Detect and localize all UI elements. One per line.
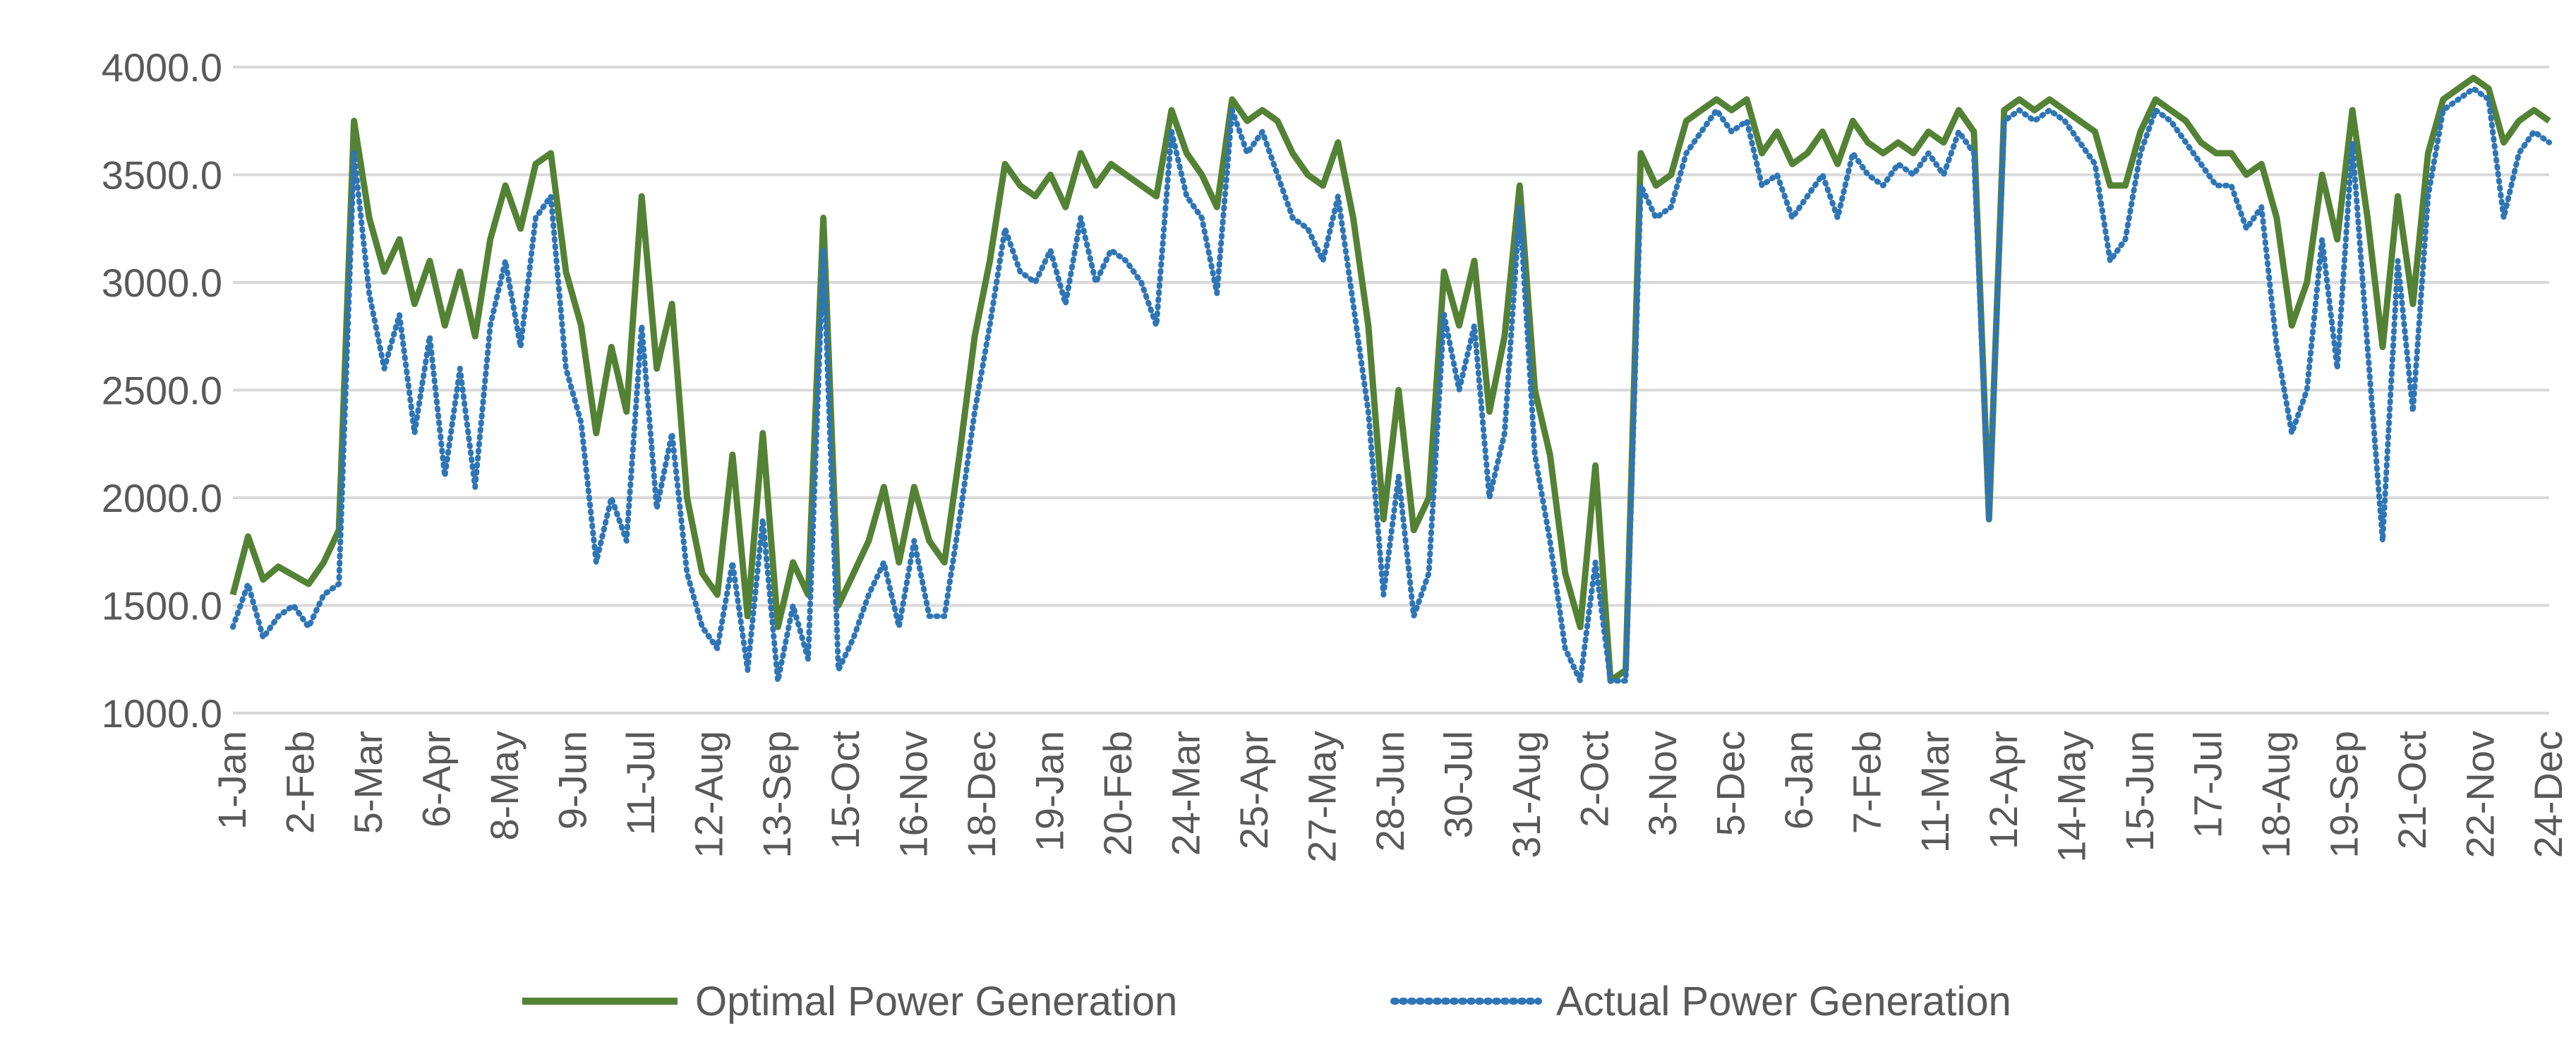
x-tick-label: 15-Jun <box>2117 731 2162 851</box>
x-tick-label: 17-Jul <box>2185 731 2229 839</box>
x-tick-label: 5-Mar <box>346 731 390 834</box>
series-lines <box>229 74 2552 684</box>
legend: Optimal Power Generation Actual Power Ge… <box>522 979 2011 1024</box>
x-tick-label: 30-Jul <box>1436 731 1481 839</box>
x-tick-label: 27-May <box>1299 731 1344 863</box>
y-tick-label: 1000.0 <box>102 691 222 736</box>
legend-label-optimal: Optimal Power Generation <box>695 979 1177 1024</box>
x-tick-label: 18-Aug <box>2253 731 2298 859</box>
x-tick-label: 16-Nov <box>891 731 935 859</box>
x-tick-label: 12-Aug <box>687 731 731 859</box>
x-tick-label: 25-Apr <box>1232 731 1276 849</box>
x-tick-label: 28-Jun <box>1368 731 1412 851</box>
x-tick-label: 15-Oct <box>823 731 867 849</box>
series-line-actual <box>230 85 2552 684</box>
y-tick-label: 4000.0 <box>102 45 222 90</box>
x-tick-label: 24-Mar <box>1163 731 1208 856</box>
y-tick-label: 3000.0 <box>102 261 222 305</box>
x-tick-label: 5-Dec <box>1709 731 1753 836</box>
y-tick-label: 2500.0 <box>102 369 222 413</box>
x-tick-label: 1-Jan <box>210 731 254 830</box>
x-tick-label: 2-Feb <box>278 731 323 834</box>
x-tick-label: 14-May <box>2049 731 2093 863</box>
x-tick-label: 6-Jan <box>1776 731 1821 830</box>
x-tick-label: 20-Feb <box>1095 731 1140 856</box>
y-tick-label: 1500.0 <box>102 584 222 628</box>
x-tick-label: 6-Apr <box>414 731 459 827</box>
x-tick-label: 9-Jun <box>550 731 595 830</box>
x-tick-label: 8-May <box>482 731 526 841</box>
x-tick-label: 13-Sep <box>754 731 799 859</box>
y-tick-label: 2000.0 <box>102 476 222 520</box>
series-line-optimal <box>229 74 2551 684</box>
legend-label-actual: Actual Power Generation <box>1556 979 2011 1024</box>
x-tick-label: 19-Jan <box>1027 731 1071 851</box>
x-tick-label: 11-Jul <box>618 731 663 835</box>
x-tick-label: 18-Dec <box>959 731 1004 859</box>
x-tick-label: 19-Sep <box>2321 731 2366 859</box>
x-tick-label: 11-Mar <box>1913 731 1957 853</box>
y-axis-tick-labels: 1000.0 1500.0 2000.0 2500.0 3000.0 3500.0 4000… <box>102 45 222 736</box>
x-tick-label: 22-Nov <box>2457 731 2502 859</box>
x-tick-label: 7-Feb <box>1845 731 1889 834</box>
x-tick-label: 2-Oct <box>1572 731 1617 827</box>
y-tick-label: 3500.0 <box>102 153 222 198</box>
x-tick-label: 24-Dec <box>2526 731 2570 859</box>
x-tick-label: 12-Apr <box>1981 731 2026 849</box>
x-tick-label: 21-Oct <box>2390 731 2434 849</box>
x-tick-label: 3-Nov <box>1640 731 1685 836</box>
x-axis-tick-labels: 1-Jan 2-Feb 5-Mar 6-Apr 8-May 9-Jun 11-Jul 12-A… <box>210 731 2570 863</box>
x-tick-label: 31-Aug <box>1504 731 1548 859</box>
